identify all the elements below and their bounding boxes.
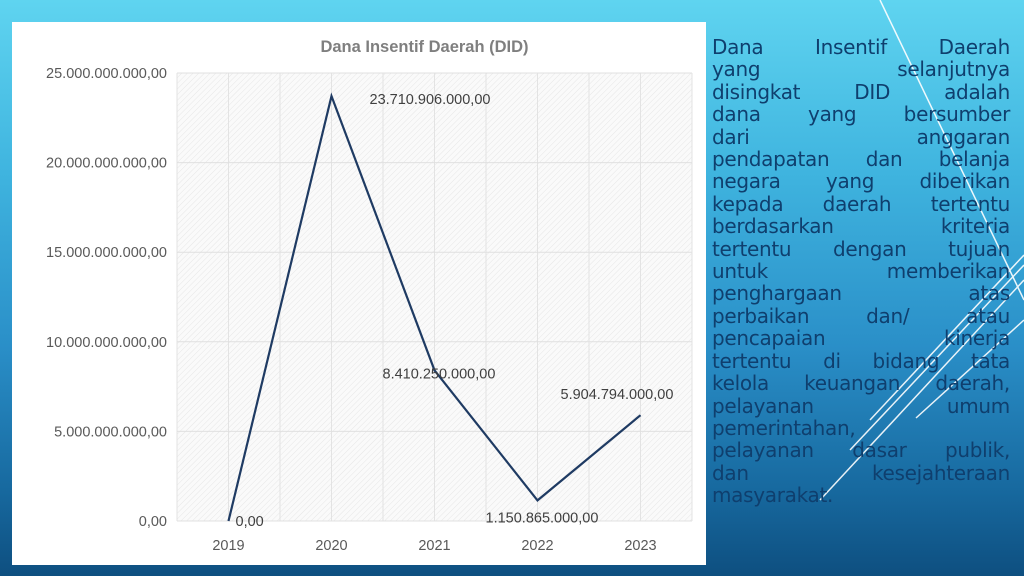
description-line: untuk memberikan xyxy=(712,259,1010,284)
description-line: pelayanan umum xyxy=(712,393,1010,418)
description-line: yang selanjutnya xyxy=(712,57,1010,82)
description-line: pemerintahan, xyxy=(712,415,856,440)
description-line: kelola keuangan daerah, xyxy=(712,371,1010,396)
description-line: berdasarkan kriteria xyxy=(712,214,1010,239)
y-tick-label: 15.000.000.000,00 xyxy=(46,245,167,261)
description-line: masyarakat. xyxy=(712,483,834,508)
y-tick-label: 0,00 xyxy=(139,514,167,530)
description-line: penghargaan atas xyxy=(712,281,1010,306)
description-line: tertentu dengan tujuan xyxy=(712,236,1010,261)
y-tick-label: 25.000.000.000,00 xyxy=(46,66,167,82)
description-line: pendapatan dan belanja xyxy=(712,147,1010,172)
description-line: pelayanan dasar publik, xyxy=(712,438,1010,463)
x-tick-label: 2020 xyxy=(315,538,347,554)
data-label: 23.710.906.000,00 xyxy=(370,92,491,108)
description-line: pencapaian kinerja xyxy=(712,326,1010,351)
x-tick-label: 2021 xyxy=(418,538,450,554)
y-tick-label: 20.000.000.000,00 xyxy=(46,156,167,172)
x-tick-label: 2019 xyxy=(212,538,244,554)
description-text: Dana Insentif Daerah yang selanjutnya disi… xyxy=(712,36,1010,507)
chart-title: Dana Insentif Daerah (DID) xyxy=(320,38,528,56)
description-line: disingkat DID adalah xyxy=(712,79,1010,104)
description-line: negara yang diberikan xyxy=(712,169,1010,194)
description-line: dana yang bersumber xyxy=(712,102,1010,127)
description-line: tertentu di bidang tata xyxy=(712,348,1010,373)
description-line: perbaikan dan/ atau xyxy=(712,303,1010,328)
x-tick-label: 2022 xyxy=(521,538,553,554)
description-line: dari anggaran xyxy=(712,124,1010,149)
data-label: 8.410.250.000,00 xyxy=(383,366,496,382)
data-label: 1.150.865.000,00 xyxy=(486,510,599,526)
chart-container: 0,00 5.000.000.000,00 10.000.000.000,00 15.… xyxy=(12,22,706,565)
data-label: 0,00 xyxy=(236,514,264,530)
x-tick-label: 2023 xyxy=(624,538,656,554)
y-tick-label: 5.000.000.000,00 xyxy=(54,424,167,440)
description-line: kepada daerah tertentu xyxy=(712,191,1010,216)
line-chart: 0,00 5.000.000.000,00 10.000.000.000,00 15.… xyxy=(46,38,693,554)
description-line: dan kesejahteraan xyxy=(712,460,1010,485)
data-label: 5.904.794.000,00 xyxy=(561,387,674,403)
description-line: Dana Insentif Daerah xyxy=(712,35,1010,59)
y-tick-label: 10.000.000.000,00 xyxy=(46,335,167,351)
